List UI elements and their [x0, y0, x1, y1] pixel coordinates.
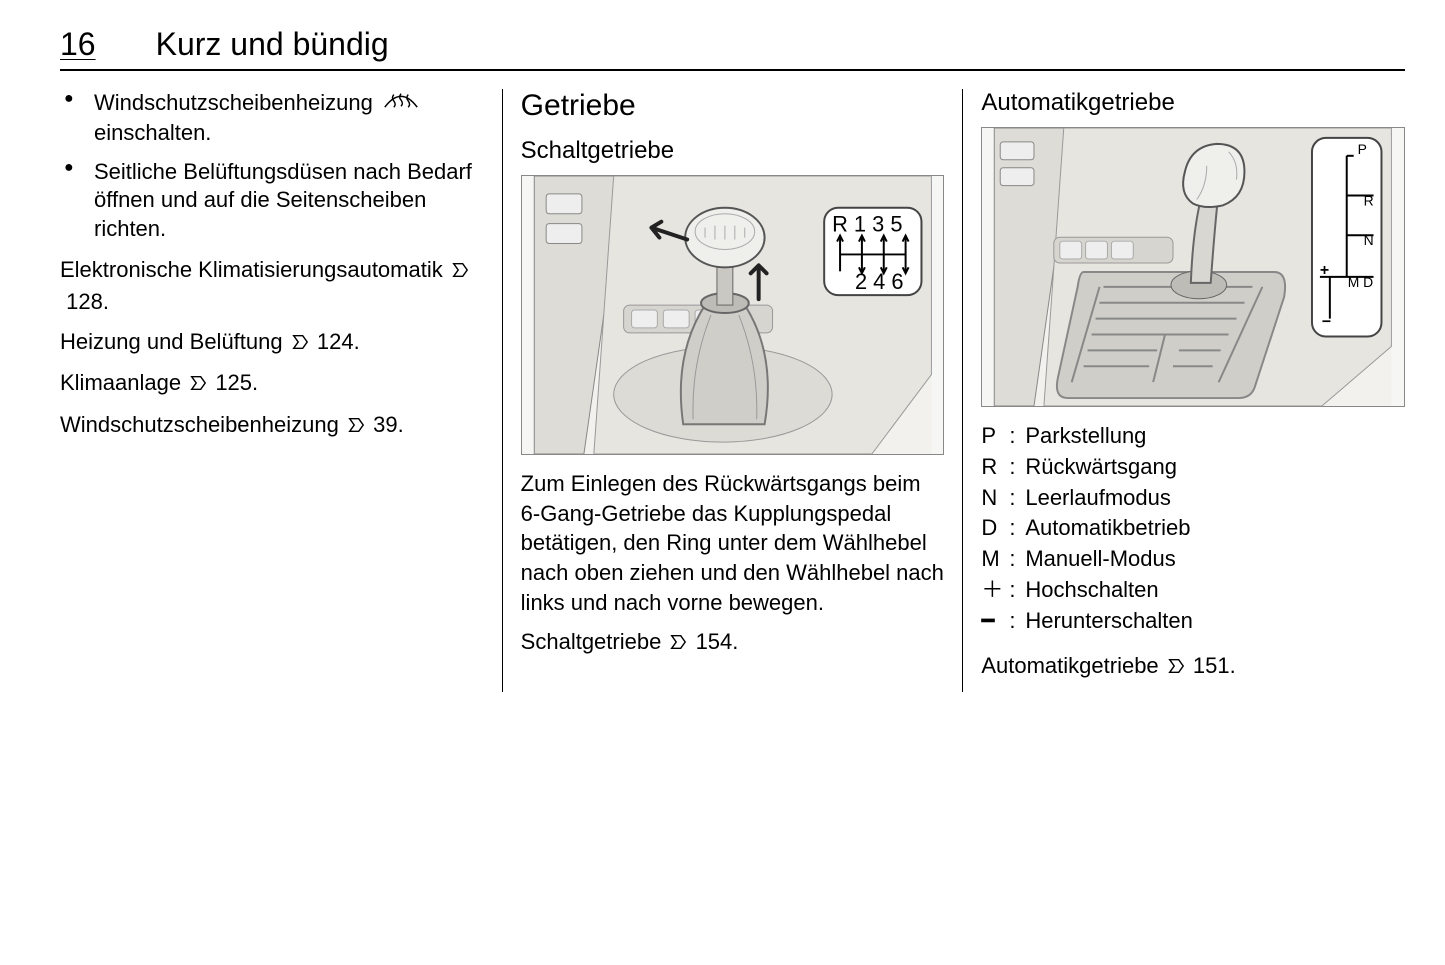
content-columns: Windschutzscheibenheizung einschalten. S… [60, 89, 1405, 692]
legend-colon: : [1009, 421, 1025, 452]
gear-labels-top: R 1 3 5 [832, 212, 902, 237]
paragraph: Heizung und Belüftung 124. [60, 327, 484, 359]
para-text: . [354, 329, 360, 354]
column-1: Windschutzscheibenheizung einschalten. S… [60, 89, 502, 692]
svg-text:M D: M D [1348, 274, 1373, 290]
defrost-icon [383, 89, 419, 119]
para-text: Windschutzscheibenheizung [60, 412, 345, 437]
svg-text:+: + [1320, 262, 1329, 279]
legend-colon: : [1009, 452, 1025, 483]
ref-arrow-icon [189, 370, 207, 400]
para-text: Heizung und Belüftung [60, 329, 289, 354]
page-ref: 151 [1193, 653, 1230, 678]
ref-arrow-icon [347, 412, 365, 442]
gear-labels-bottom: 2 4 6 [855, 269, 904, 294]
bullet-text-post: einschalten. [94, 120, 211, 145]
automatic-legend: P : Parkstellung R : Rückwärtsgang N : L… [981, 421, 1405, 637]
paragraph: Elektronische Klimatisierungsautomatik 1… [60, 255, 484, 316]
bullet-text-pre: Windschutzscheibenheizung [94, 90, 379, 115]
legend-value: Automatikbetrieb [1025, 513, 1405, 544]
page-ref: 124 [317, 329, 354, 354]
legend-colon: : [1009, 606, 1025, 637]
column-2: Getriebe Schaltgetriebe [502, 89, 963, 692]
legend-colon: : [1009, 544, 1025, 575]
legend-key: ━ [981, 606, 1009, 637]
page-header: 16 Kurz und bündig [60, 26, 1405, 71]
figure-automatic-gearbox: P R N M D + − [981, 127, 1405, 407]
para-text: . [1230, 653, 1236, 678]
legend-row: D : Automatikbetrieb [981, 513, 1405, 544]
legend-row: P : Parkstellung [981, 421, 1405, 452]
legend-colon: : [1009, 483, 1025, 514]
legend-key: R [981, 452, 1009, 483]
page-ref: 39 [373, 412, 397, 437]
svg-text:−: − [1322, 314, 1331, 331]
ref-arrow-icon [291, 329, 309, 359]
legend-key: N [981, 483, 1009, 514]
para-text: Elektronische Klimatisierungsautomatik [60, 257, 449, 282]
legend-key: P [981, 421, 1009, 452]
legend-key: ＋ [981, 575, 1009, 606]
page-number: 16 [60, 26, 96, 63]
para-text: . [103, 289, 109, 314]
para-text: . [398, 412, 404, 437]
bullet-item: Seitliche Belüftungsdüsen nach Bedarf öf… [60, 158, 484, 244]
legend-row: ━ : Herunterschalten [981, 606, 1405, 637]
ref-arrow-icon [669, 629, 687, 659]
para-text: . [252, 370, 258, 395]
page-ref: 154 [696, 629, 733, 654]
subheading-automatik: Automatikgetriebe [981, 89, 1405, 117]
paragraph: Automatikgetriebe 151. [981, 651, 1405, 683]
legend-value: Hochschalten [1025, 575, 1405, 606]
ref-arrow-icon [451, 257, 469, 287]
legend-key: D [981, 513, 1009, 544]
svg-text:N: N [1364, 232, 1374, 248]
svg-text:P: P [1358, 141, 1367, 157]
figure-manual-gearbox: R 1 3 5 2 4 6 [521, 175, 945, 455]
paragraph: Windschutzscheibenheizung 39. [60, 410, 484, 442]
page-ref: 125 [215, 370, 252, 395]
column-3: Automatikgetriebe [962, 89, 1405, 692]
paragraph: Zum Einlegen des Rückwärtsgangs beim 6-G… [521, 469, 945, 617]
heading-getriebe: Getriebe [521, 89, 945, 123]
legend-key: M [981, 544, 1009, 575]
section-title: Kurz und bündig [156, 26, 389, 63]
svg-text:R: R [1364, 192, 1374, 208]
legend-row: ＋ : Hochschalten [981, 575, 1405, 606]
legend-row: N : Leerlaufmodus [981, 483, 1405, 514]
legend-row: M : Manuell-Modus [981, 544, 1405, 575]
paragraph: Schaltgetriebe 154. [521, 627, 945, 659]
bullet-item: Windschutzscheibenheizung einschalten. [60, 89, 484, 148]
para-text: . [732, 629, 738, 654]
paragraph: Klimaanlage 125. [60, 368, 484, 400]
subheading-schaltgetriebe: Schaltgetriebe [521, 137, 945, 165]
para-text: Schaltgetriebe [521, 629, 668, 654]
legend-row: R : Rückwärtsgang [981, 452, 1405, 483]
legend-colon: : [1009, 513, 1025, 544]
legend-value: Parkstellung [1025, 421, 1405, 452]
legend-value: Rückwärtsgang [1025, 452, 1405, 483]
legend-value: Manuell-Modus [1025, 544, 1405, 575]
legend-colon: : [1009, 575, 1025, 606]
ref-arrow-icon [1167, 653, 1185, 683]
para-text: Automatikgetriebe [981, 653, 1164, 678]
legend-value: Leerlaufmodus [1025, 483, 1405, 514]
legend-value: Herunterschalten [1025, 606, 1405, 637]
page-ref: 128 [66, 289, 103, 314]
bullet-text: Seitliche Belüftungsdüsen nach Bedarf öf… [94, 159, 472, 241]
bullet-list: Windschutzscheibenheizung einschalten. S… [60, 89, 484, 243]
para-text: Klimaanlage [60, 370, 187, 395]
